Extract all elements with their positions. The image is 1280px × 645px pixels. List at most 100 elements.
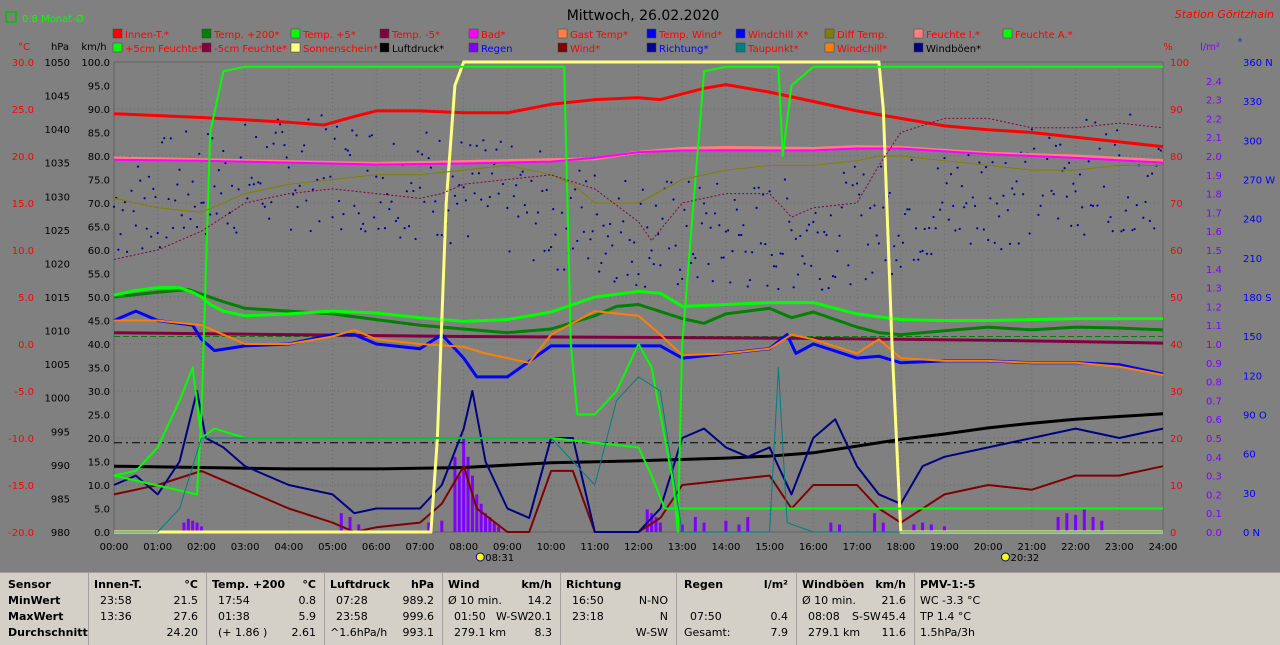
direction-dot [1102, 185, 1106, 188]
direction-dot [1059, 143, 1062, 146]
direction-dot [344, 148, 347, 151]
richtung-max-time: 23:18 [572, 610, 604, 623]
hpa-tick-label: 1040 [45, 125, 70, 136]
time-tick-label: 06:00 [362, 542, 391, 553]
stats-max-label: MaxWert [8, 610, 64, 623]
temp-tick-label: 25.0 [12, 105, 34, 116]
kmh-tick-label: 0.0 [94, 528, 110, 539]
direction-dot [123, 201, 127, 204]
direction-dot [519, 173, 522, 176]
direction-dot [652, 263, 655, 266]
time-tick-label: 17:00 [843, 542, 872, 553]
direction-dot [460, 141, 463, 144]
direction-dot [1052, 192, 1055, 196]
wind-avg-label: 279.1 km [454, 626, 507, 639]
direction-dot [670, 181, 673, 184]
direction-dot [405, 190, 408, 193]
direction-dot [294, 189, 297, 192]
direction-dot [484, 149, 487, 152]
direction-dot [1118, 154, 1121, 157]
direction-dot [643, 285, 647, 288]
direction-dot [307, 118, 310, 121]
direction-dot [932, 215, 935, 219]
direction-dot [353, 204, 356, 207]
time-tick-label: 02:00 [187, 542, 216, 553]
series-line [114, 60, 1163, 534]
pct-tick-label: 0 [1170, 528, 1176, 539]
direction-dot [233, 226, 236, 229]
kmh-tick-label: 65.0 [88, 223, 110, 234]
direction-dot [641, 188, 644, 191]
direction-dot [560, 211, 564, 214]
direction-dot [637, 273, 640, 276]
pct-tick-label: 100 [1170, 58, 1189, 69]
wind-direction-dots [112, 113, 1162, 291]
direction-dot [580, 206, 583, 209]
direction-dot [759, 242, 762, 245]
direction-dot [191, 180, 194, 183]
direction-dot [368, 135, 371, 138]
direction-dot [150, 235, 153, 238]
direction-dot [849, 283, 852, 286]
direction-dot [917, 258, 920, 261]
direction-dot [222, 149, 225, 153]
direction-dot [189, 217, 192, 221]
dir-tick-label: 90 O [1243, 411, 1267, 422]
direction-dot [289, 228, 293, 231]
rain-bar [199, 526, 203, 532]
direction-dot [198, 152, 201, 155]
direction-dot [418, 186, 422, 189]
direction-dot [252, 183, 255, 186]
direction-dot [893, 245, 896, 248]
direction-dot [1085, 118, 1088, 121]
direction-dot [379, 201, 382, 204]
direction-dot [239, 156, 242, 159]
time-tick-label: 18:00 [886, 542, 915, 553]
direction-dot [936, 167, 940, 170]
direction-dot [600, 261, 603, 265]
direction-dot [1048, 136, 1051, 140]
direction-dot [770, 253, 773, 257]
direction-dot [311, 188, 314, 191]
legend-swatch [557, 28, 568, 39]
time-tick-label: 13:00 [668, 542, 697, 553]
direction-dot [619, 231, 623, 234]
direction-dot [987, 238, 990, 242]
dir-tick-label: 60 [1243, 450, 1256, 461]
regen-max: 0.4 [770, 610, 789, 623]
direction-dot [438, 139, 441, 142]
lm2-tick-label: 1.1 [1206, 321, 1222, 332]
direction-dot [394, 219, 398, 223]
direction-dot [775, 265, 778, 268]
direction-dot [914, 227, 918, 230]
hpa-tick-label: 1015 [45, 293, 70, 304]
rain-bar [693, 516, 697, 532]
direction-dot [324, 128, 328, 131]
direction-dot [838, 234, 841, 237]
legend-label: Temp. -5* [391, 30, 440, 41]
hpa-tick-label: 980 [51, 528, 70, 539]
direction-dot [440, 233, 443, 237]
direction-dot [449, 242, 452, 245]
direction-dot [648, 256, 651, 260]
direction-dot [521, 170, 524, 173]
luft-min: 989.2 [402, 594, 435, 607]
direction-dot [971, 196, 974, 199]
pmv-avg: 1.5hPa/3h [920, 626, 976, 639]
direction-dot [134, 224, 137, 227]
direction-dot [1120, 230, 1123, 233]
direction-dot [1070, 224, 1073, 227]
direction-dot [1013, 193, 1016, 196]
direction-dot [160, 141, 164, 144]
pmv-title: PMV-1:-5 [920, 578, 976, 591]
rain-bar [339, 513, 343, 532]
direction-dot [709, 226, 712, 229]
direction-dot [447, 209, 450, 212]
lm2-tick-label: 1.8 [1206, 190, 1222, 201]
direction-dot [982, 228, 985, 231]
boen-title: Windböen [802, 578, 865, 591]
legend-swatch [913, 28, 924, 39]
direction-dot [866, 243, 870, 246]
direction-dot [296, 205, 299, 209]
legend-label: Wind* [570, 44, 600, 55]
